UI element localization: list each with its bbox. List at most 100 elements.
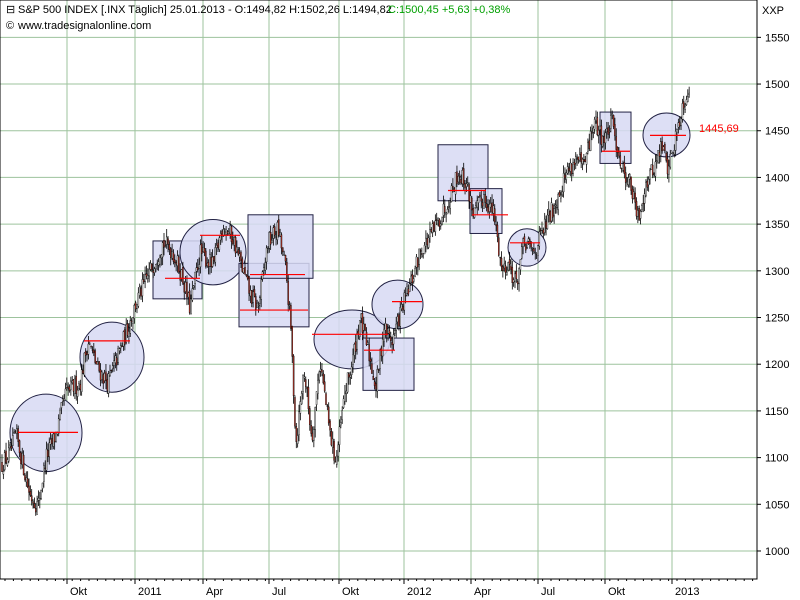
candle-up: [413, 278, 415, 282]
candle-down: [246, 275, 249, 279]
candle-up: [39, 498, 41, 501]
candle-down: [186, 281, 188, 298]
candle-up: [418, 248, 420, 265]
candle-up: [595, 116, 597, 122]
candle-up: [261, 271, 264, 280]
candle-up: [514, 273, 516, 282]
candle-down: [623, 162, 626, 174]
candle-up: [611, 113, 613, 115]
candle-down: [323, 381, 326, 392]
candle-up: [650, 164, 653, 170]
candle-down: [634, 192, 636, 203]
candle-up: [406, 286, 408, 294]
chart-header: ⊟ S&P 500 INDEX [.INX Täglich] 25.01.201…: [6, 4, 784, 32]
candle-up: [267, 248, 269, 250]
candle-up: [144, 274, 146, 282]
candle-up: [209, 254, 211, 267]
candle-down: [468, 184, 470, 202]
candle-up: [338, 426, 341, 445]
candle-down: [479, 194, 481, 197]
candle-down: [169, 248, 172, 258]
candle-up: [63, 398, 65, 401]
candle-down: [284, 255, 287, 262]
candle-up: [83, 352, 86, 376]
candle-up: [41, 482, 44, 489]
candle-down: [282, 247, 284, 253]
candle-down: [511, 267, 514, 283]
x-tick-label: Jul: [272, 586, 286, 598]
candle-down: [539, 229, 542, 231]
candle-down: [322, 373, 325, 384]
candle-up: [507, 262, 510, 271]
candle-up: [653, 173, 655, 176]
candle-up: [556, 206, 558, 209]
candle-up: [176, 255, 179, 266]
candle-down: [388, 330, 391, 335]
candle-down: [665, 152, 667, 161]
candle-down: [491, 202, 493, 213]
candle-down: [145, 273, 148, 277]
candle-up: [467, 182, 469, 185]
candle-down: [234, 237, 237, 254]
candle-up: [117, 348, 119, 363]
candle-up: [408, 283, 411, 292]
candle-down: [188, 290, 191, 313]
candle-up: [21, 452, 24, 465]
candle-down: [18, 440, 21, 454]
copyright-icon: ©: [6, 20, 14, 32]
candle-down: [584, 159, 586, 162]
candle-down: [26, 478, 29, 487]
candle-down: [22, 454, 25, 475]
candle-up: [360, 313, 362, 319]
candle-up: [299, 401, 302, 414]
candle-down: [529, 239, 531, 244]
candle-up: [548, 208, 550, 216]
candle-down: [44, 467, 46, 470]
candle-up: [518, 267, 520, 284]
candle-up: [445, 212, 447, 215]
collapse-icon[interactable]: ⊟: [6, 4, 15, 16]
candle-down: [638, 208, 640, 221]
candle-up: [271, 239, 273, 244]
candle-down: [126, 323, 129, 336]
candle-down: [30, 495, 33, 502]
y-tick-label: 1550: [765, 32, 789, 44]
candle-down: [241, 258, 244, 272]
candle-up: [475, 205, 477, 208]
candle-up: [537, 245, 539, 256]
time-axis: Okt 2011 Apr Jul Okt 2012 Apr Jul Okt 2013: [4, 579, 754, 598]
candle-up: [122, 331, 125, 347]
candle-up: [606, 128, 608, 133]
candle-down: [380, 347, 383, 357]
candle-up: [215, 245, 218, 248]
candle-up: [137, 292, 140, 307]
candle-down: [24, 474, 26, 480]
candle-up: [519, 259, 522, 270]
candle-up: [450, 185, 453, 202]
candle-up: [593, 119, 596, 130]
candle-up: [434, 220, 437, 232]
candle-down: [369, 358, 372, 362]
candle-down: [552, 204, 554, 218]
candle-down: [305, 379, 307, 387]
candle-up: [9, 444, 11, 446]
candle-down: [588, 140, 591, 150]
candle-up: [66, 384, 68, 388]
x-tick-label: Jul: [541, 586, 555, 598]
candle-up: [318, 371, 321, 381]
candle-up: [629, 174, 631, 180]
candle-up: [12, 435, 14, 446]
candle-up: [3, 452, 6, 470]
candle-down: [68, 386, 71, 391]
y-tick-label: 1350: [765, 219, 789, 231]
candle-down: [480, 197, 483, 202]
candle-down: [485, 203, 488, 208]
candle-up: [427, 237, 430, 248]
candle-up: [314, 407, 316, 430]
candle-up: [288, 304, 291, 306]
candle-up: [87, 343, 90, 355]
candle-up: [256, 302, 258, 308]
candle-up: [660, 141, 662, 156]
candle-up: [395, 323, 397, 331]
